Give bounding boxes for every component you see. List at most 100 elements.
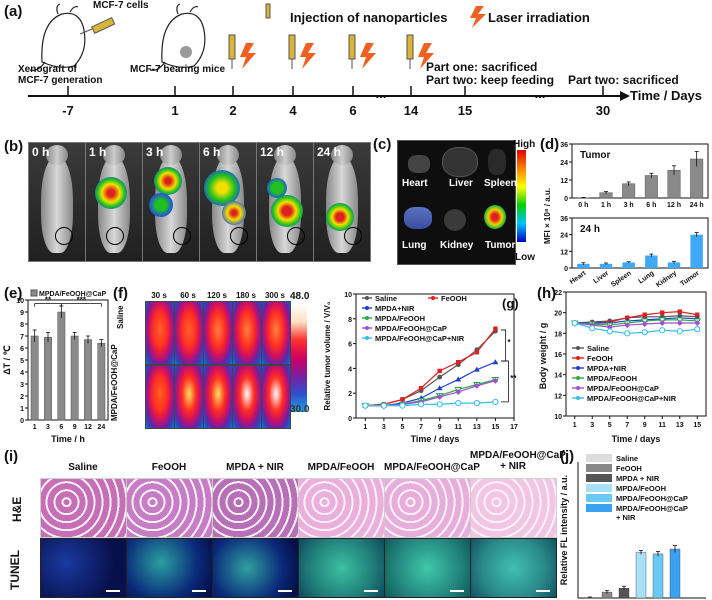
bar [577, 263, 590, 268]
legend-swatch [586, 484, 612, 492]
fluorescence-spot [95, 177, 127, 209]
legend-label: MPDA/FeOOH@CaP [375, 324, 447, 333]
thermal-image [203, 365, 233, 429]
legend-marker [576, 366, 580, 370]
thermal-time-label: 120 s [206, 291, 228, 300]
he-image [298, 478, 385, 538]
data-point [399, 402, 406, 409]
legend-marker [365, 336, 369, 340]
fluorescence-spot [326, 203, 354, 231]
timeline-tick: 15 [457, 103, 473, 118]
plot-frame [355, 293, 515, 419]
bar [622, 183, 636, 199]
x-tick-label: Lung [637, 270, 655, 286]
tunel-image [384, 538, 471, 598]
imaging-panel: 1 h [85, 142, 143, 262]
data-point [437, 368, 442, 374]
data-point [362, 402, 369, 409]
timeline-tick: ... [534, 86, 546, 101]
data-point [473, 366, 480, 372]
organ-label: Tumor [485, 240, 516, 251]
timeline-tick: 1 [171, 103, 179, 118]
tunel-image [40, 538, 127, 598]
scale-bar [536, 590, 550, 592]
panel-label-h: (h) [537, 285, 557, 302]
thermal-scale-min: 30.0 [290, 404, 310, 415]
y-tick-label: 0 [564, 196, 568, 203]
imaging-time-label: 0 h [32, 145, 50, 159]
legend-label: MPDA/FeOOH@CaP [616, 494, 688, 503]
timeline-tick: 30 [595, 103, 611, 118]
data-point [400, 397, 405, 402]
x-tick-label: 11 [455, 424, 463, 431]
x-tick-label: 12 [84, 424, 92, 431]
data-point [606, 328, 613, 335]
data-point [694, 320, 701, 326]
legend-label: FeOOH [587, 354, 613, 363]
panel-label-d: (d) [540, 136, 560, 153]
imaging-time-label: 6 h [203, 145, 221, 159]
mouse-head [274, 145, 296, 165]
sig-label: ** [510, 374, 517, 383]
thermal-image [261, 365, 291, 429]
mouse-icon-2 [149, 3, 206, 71]
x-tick-label: 15 [492, 424, 500, 431]
fluorescence-spot [149, 193, 173, 217]
legend-marker [365, 296, 369, 300]
x-tick-label: 1 h [601, 202, 611, 209]
legend-label: MPDA+NIR [375, 304, 415, 313]
y-axis-label: Relative tumor volume / V/V₀ [323, 301, 332, 410]
x-tick-label: 3 [382, 424, 386, 431]
data-point [380, 402, 387, 409]
legend-marker [365, 306, 369, 310]
legend-swatch [586, 494, 612, 502]
mouse-head [103, 145, 125, 165]
syringe-icon-1 [79, 16, 116, 35]
histology-column-label: MPDA/FeOOH [307, 462, 375, 473]
fluorescence-spot [154, 167, 182, 195]
bar [690, 234, 703, 268]
legend-label: MPDA/FeOOH@CaP [587, 384, 659, 393]
x-tick-label: 6 [59, 424, 63, 431]
timeline-tick: 14 [403, 103, 419, 118]
legend-label: MPDA/FeOOH@CaP [616, 504, 688, 513]
y-tick-label: 20 [554, 311, 562, 318]
organ-label: Heart [402, 178, 428, 189]
y-tick-label: 16 [554, 352, 562, 359]
data-point [436, 401, 443, 408]
x-tick-label: 1 [573, 422, 577, 429]
y-tick-label: 8 [348, 317, 352, 324]
chart-title: Tumor [580, 150, 610, 161]
data-point [455, 388, 462, 395]
sig-label: * [507, 338, 511, 347]
y-axis-label: Body weight / g [538, 323, 548, 390]
fluorescence-spot [204, 170, 240, 206]
data-point [437, 374, 443, 380]
scale-bar [364, 590, 378, 592]
tunel-image [298, 538, 385, 598]
he-image [40, 478, 127, 538]
x-tick-label: 17 [510, 424, 518, 431]
imaging-panel: 0 h [28, 142, 86, 262]
panel-label-j: (j) [560, 448, 575, 465]
organ-label: Liver [449, 178, 473, 189]
legend-label: Saline [616, 454, 638, 463]
data-point [659, 320, 666, 326]
thermal-time-label: 60 s [180, 291, 196, 300]
tumor-circle [344, 227, 362, 245]
imaging-panel: 3 h [142, 142, 200, 262]
y-tick-label: 14 [554, 373, 562, 380]
legend-swatch [30, 289, 38, 297]
histology-column-label: MPDA/FeOOH@CaP + NIR [470, 450, 566, 472]
thermal-row-label: Saline [116, 305, 125, 329]
mouse-icon-1 [29, 3, 86, 71]
legend-marker [576, 396, 580, 400]
mouse-head [46, 145, 68, 165]
histology-column-label: MPDA + NIR [226, 462, 284, 473]
legend-label: FeOOH [616, 464, 642, 473]
thermal-image [145, 365, 175, 429]
data-point [624, 330, 631, 337]
imaging-panel: 6 h [199, 142, 257, 262]
bar [57, 311, 66, 421]
